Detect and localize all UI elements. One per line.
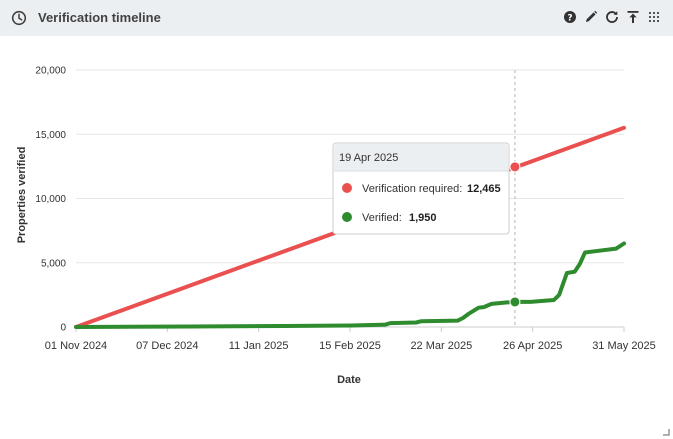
tooltip-verified-label: Verified: (362, 212, 402, 224)
help-icon[interactable]: ? (563, 10, 577, 24)
panel-toolbar: ? (563, 10, 661, 24)
series-line-verified (74, 241, 626, 329)
panel-header: Verification timeline ? (0, 0, 673, 36)
tooltip-required-value: 12,465 (467, 183, 501, 195)
tooltip-verified-value: 1,950 (409, 212, 437, 224)
y-axis-ticks: 0 5,000 10,000 15,000 20,000 (35, 66, 66, 334)
verification-chart: 0 5,000 10,000 15,000 20,000 01 Nov 2024 07 D… (16, 66, 656, 387)
edit-icon[interactable] (584, 10, 598, 24)
svg-text:?: ? (567, 14, 572, 24)
x-tick-label: 11 Jan 2025 (229, 340, 289, 352)
y-tick-label: 5,000 (41, 258, 66, 269)
drag-handle-icon[interactable] (647, 10, 661, 24)
hover-marker-required (509, 161, 521, 173)
y-tick-label: 20,000 (35, 66, 66, 77)
y-tick-label: 10,000 (35, 194, 66, 205)
y-tick-label: 0 (60, 323, 66, 334)
x-tick-label: 07 Dec 2024 (136, 340, 198, 352)
export-icon[interactable] (626, 10, 640, 24)
x-tick-label: 31 May 2025 (592, 340, 656, 352)
chart-tooltip: 19 Apr 2025 Verification required: 12,46… (332, 142, 510, 235)
x-axis-ticks: 01 Nov 2024 07 Dec 2024 11 Jan 2025 15 Feb … (45, 327, 656, 352)
resize-handle-icon[interactable] (662, 428, 670, 436)
y-tick-label: 15,000 (35, 130, 66, 141)
tooltip-required-label: Verification required: (362, 183, 462, 195)
refresh-icon[interactable] (605, 10, 619, 24)
clock-icon (11, 10, 27, 26)
panel-title: Verification timeline (38, 10, 161, 25)
hover-markers (509, 161, 521, 308)
hover-marker-verified (509, 296, 521, 308)
x-tick-label: 15 Feb 2025 (319, 340, 381, 352)
tooltip-verified-dot (342, 212, 352, 222)
x-tick-label: 22 Mar 2025 (410, 340, 472, 352)
y-axis-label: Properties verified (16, 147, 28, 244)
x-axis-label: Date (337, 374, 361, 386)
tooltip-header-bg (334, 144, 508, 171)
tooltip-required-dot (342, 183, 352, 193)
x-tick-label: 01 Nov 2024 (45, 340, 107, 352)
tooltip-date: 19 Apr 2025 (339, 152, 398, 164)
x-tick-label: 26 Apr 2025 (503, 340, 562, 352)
